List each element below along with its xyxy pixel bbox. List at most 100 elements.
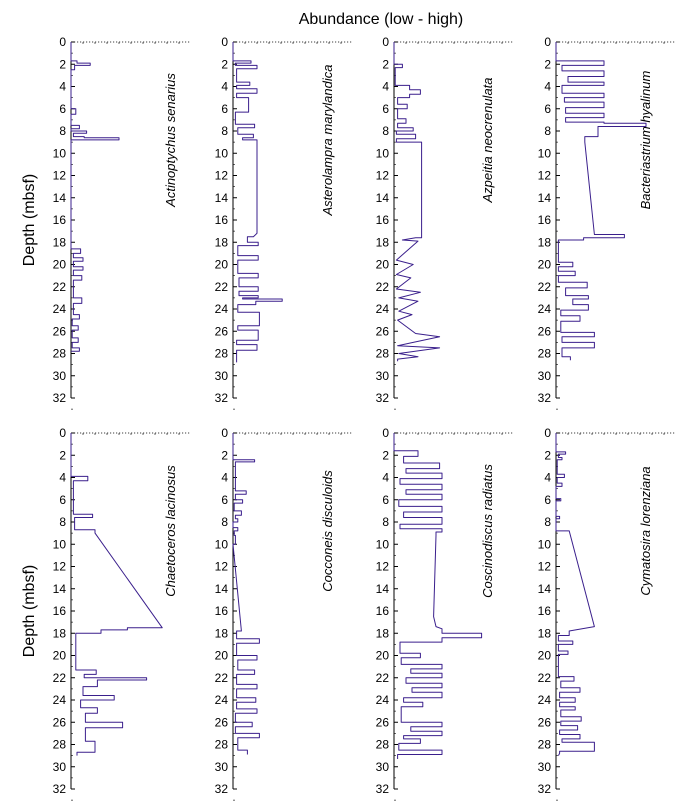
depth-tick-label: 8 xyxy=(544,124,551,138)
depth-tick-label: 12 xyxy=(376,169,390,183)
depth-tick-label: 14 xyxy=(215,582,229,596)
panel-bacteriastrium-hyalinum: 02468101214161820222426283032Bacteriastr… xyxy=(538,35,676,410)
panel-asterolampra-marylandica: 02468101214161820222426283032Asterolampr… xyxy=(215,35,353,410)
depth-tick-label: 0 xyxy=(59,35,66,49)
depth-tick-label: 28 xyxy=(53,347,67,361)
depth-tick-label: 0 xyxy=(221,426,228,440)
depth-tick-label: 24 xyxy=(215,693,229,707)
depth-tick-label: 0 xyxy=(59,426,66,440)
depth-tick-label: 20 xyxy=(215,258,229,272)
depth-tick-label: 30 xyxy=(538,760,552,774)
abundance-trace-azpeitia-neocrenulata xyxy=(393,42,441,362)
depth-tick-label: 26 xyxy=(215,715,229,729)
depth-tick-label: 28 xyxy=(538,738,552,752)
depth-tick-label: 32 xyxy=(215,782,229,796)
panel-cymatosira-lorenziana: 02468101214161820222426283032Cymatosira … xyxy=(538,426,676,801)
depth-tick-label: 24 xyxy=(53,693,67,707)
depth-tick-label: 22 xyxy=(53,671,67,685)
depth-tick-label: 14 xyxy=(53,191,67,205)
species-label: Chaetoceros lacinosus xyxy=(163,465,178,597)
depth-tick-label: 18 xyxy=(53,626,67,640)
depth-tick-label: 22 xyxy=(215,280,229,294)
panel-actinoptychus-senarius: 02468101214161820222426283032Actinoptych… xyxy=(21,35,191,410)
depth-tick-label: 0 xyxy=(544,426,551,440)
depth-tick-label: 10 xyxy=(215,537,229,551)
depth-tick-label: 16 xyxy=(538,604,552,618)
depth-tick-label: 22 xyxy=(215,671,229,685)
depth-tick-label: 18 xyxy=(376,235,390,249)
depth-tick-label: 10 xyxy=(215,146,229,160)
depth-tick-label: 26 xyxy=(376,715,390,729)
depth-tick-label: 18 xyxy=(215,235,229,249)
depth-tick-label: 20 xyxy=(538,258,552,272)
depth-tick-label: 30 xyxy=(538,369,552,383)
depth-tick-label: 18 xyxy=(538,235,552,249)
depth-tick-label: 12 xyxy=(53,169,67,183)
depth-tick-label: 10 xyxy=(53,537,67,551)
species-label: Bacteriastrium hyalinum xyxy=(638,70,653,209)
depth-tick-label: 14 xyxy=(538,582,552,596)
depth-tick-label: 2 xyxy=(382,57,389,71)
depth-tick-label: 6 xyxy=(221,493,228,507)
depth-tick-label: 2 xyxy=(382,448,389,462)
depth-tick-label: 10 xyxy=(376,537,390,551)
depth-tick-label: 8 xyxy=(221,515,228,529)
depth-tick-label: 4 xyxy=(382,80,389,94)
depth-tick-label: 4 xyxy=(382,471,389,485)
figure-top-title: Abundance (low - high) xyxy=(299,11,464,28)
depth-tick-label: 12 xyxy=(538,560,552,574)
depth-tick-label: 30 xyxy=(215,760,229,774)
depth-tick-label: 16 xyxy=(215,604,229,618)
depth-tick-label: 30 xyxy=(53,760,67,774)
depth-tick-label: 16 xyxy=(376,213,390,227)
depth-tick-label: 22 xyxy=(538,280,552,294)
depth-tick-label: 8 xyxy=(59,515,66,529)
depth-tick-label: 4 xyxy=(544,80,551,94)
depth-tick-label: 0 xyxy=(544,35,551,49)
abundance-trace-chaetoceros-lacinosus xyxy=(70,433,163,756)
depth-tick-label: 4 xyxy=(59,471,66,485)
depth-tick-label: 2 xyxy=(221,448,228,462)
depth-tick-label: 8 xyxy=(221,124,228,138)
depth-tick-label: 24 xyxy=(376,302,390,316)
abundance-trace-bacteriastrium-hyalinum xyxy=(555,42,647,361)
depth-tick-label: 20 xyxy=(376,258,390,272)
depth-tick-label: 28 xyxy=(215,738,229,752)
depth-tick-label: 0 xyxy=(382,35,389,49)
depth-tick-label: 10 xyxy=(538,537,552,551)
depth-axis-title: Depth (mbsf) xyxy=(21,174,38,266)
depth-tick-label: 10 xyxy=(53,146,67,160)
depth-tick-label: 18 xyxy=(538,626,552,640)
depth-tick-label: 2 xyxy=(59,57,66,71)
depth-tick-label: 32 xyxy=(538,391,552,405)
depth-tick-label: 16 xyxy=(53,604,67,618)
depth-tick-label: 20 xyxy=(215,649,229,663)
depth-tick-label: 32 xyxy=(538,782,552,796)
depth-axis-title: Depth (mbsf) xyxy=(21,565,38,657)
depth-tick-label: 8 xyxy=(382,515,389,529)
depth-tick-label: 14 xyxy=(376,191,390,205)
depth-tick-label: 30 xyxy=(53,369,67,383)
depth-tick-label: 22 xyxy=(538,671,552,685)
depth-tick-label: 20 xyxy=(376,649,390,663)
depth-tick-label: 6 xyxy=(544,493,551,507)
depth-tick-label: 28 xyxy=(538,347,552,361)
depth-tick-label: 0 xyxy=(382,426,389,440)
depth-tick-label: 30 xyxy=(376,760,390,774)
depth-tick-label: 30 xyxy=(215,369,229,383)
depth-tick-label: 32 xyxy=(376,782,390,796)
depth-tick-label: 22 xyxy=(376,671,390,685)
species-label: Cymatosira lorenziana xyxy=(638,466,653,595)
depth-tick-label: 26 xyxy=(538,324,552,338)
depth-tick-label: 10 xyxy=(376,146,390,160)
depth-tick-label: 14 xyxy=(215,191,229,205)
panel-chaetoceros-lacinosus: 02468101214161820222426283032Chaetoceros… xyxy=(21,426,191,801)
depth-tick-label: 32 xyxy=(53,782,67,796)
depth-tick-label: 28 xyxy=(376,738,390,752)
depth-tick-label: 24 xyxy=(215,302,229,316)
depth-tick-label: 10 xyxy=(538,146,552,160)
depth-tick-label: 32 xyxy=(215,391,229,405)
species-label: Azpeitia neocrenulata xyxy=(480,77,495,203)
